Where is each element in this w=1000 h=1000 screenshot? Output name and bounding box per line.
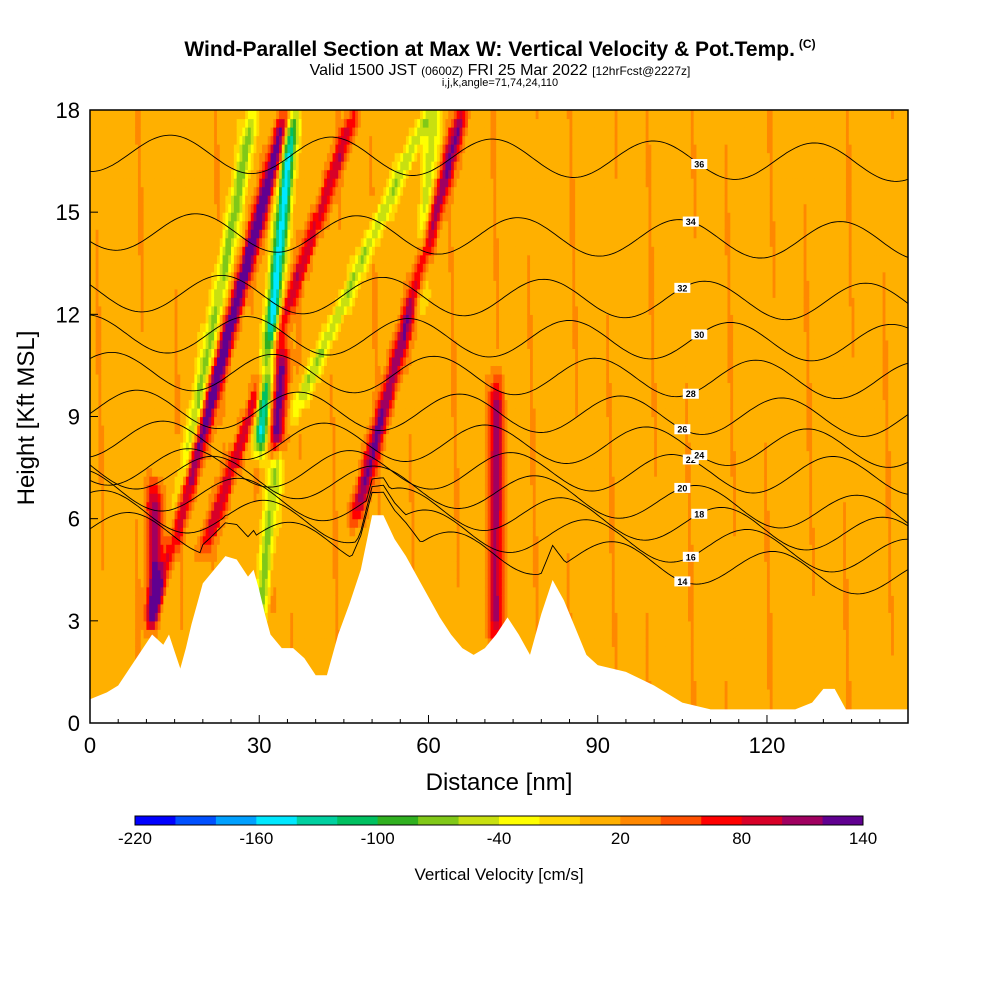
chart-canvas: 141618202224262830323436 0 30 60 90 12003691… bbox=[0, 0, 1000, 1000]
